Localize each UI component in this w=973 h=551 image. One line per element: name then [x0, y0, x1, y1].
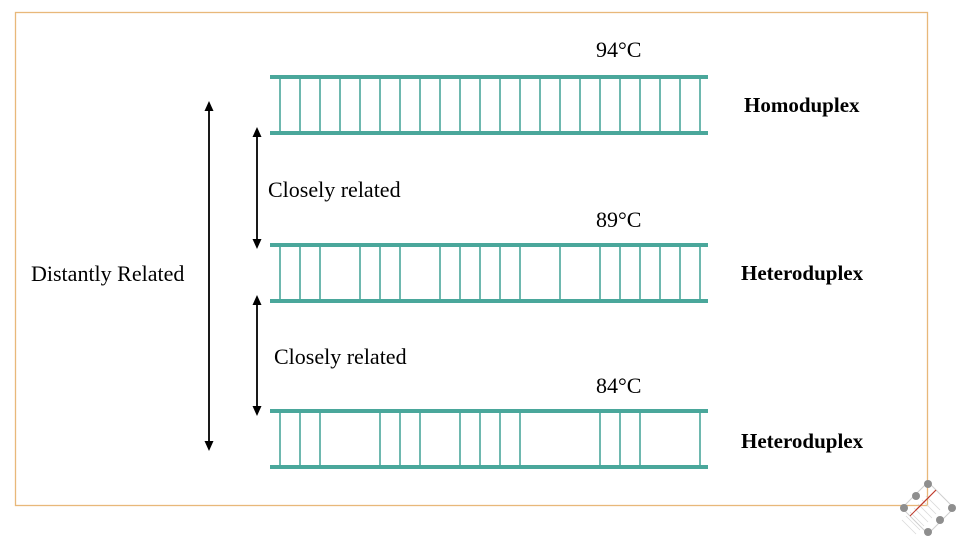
arrow-head-down	[252, 239, 262, 249]
arrow-head-down	[204, 441, 214, 451]
closely-related-label-2: Closely related	[274, 344, 407, 369]
temperature-label-94: 94°C	[596, 37, 642, 62]
logo-node	[924, 528, 932, 536]
closely-related-arrow-1	[252, 127, 262, 249]
arrow-head-down	[252, 406, 262, 416]
closely-related-label-1: Closely related	[268, 177, 401, 202]
distantly-related-arrow	[204, 101, 214, 451]
logo-node	[936, 516, 944, 524]
distantly-related-label: Distantly Related	[31, 261, 185, 286]
temperature-label-89: 89°C	[596, 207, 642, 232]
logo-node	[912, 492, 920, 500]
slide-frame	[14, 11, 929, 507]
temperature-label-84: 84°C	[596, 373, 642, 398]
logo-red-stroke	[909, 495, 931, 517]
duplex-2	[270, 243, 708, 303]
heteroduplex-label-1: Heteroduplex	[741, 261, 864, 285]
logo-node	[948, 504, 956, 512]
logo-hatch	[901, 519, 917, 535]
duplex-1	[270, 75, 708, 135]
arrow-head-up	[204, 101, 214, 111]
duplex-3	[270, 409, 708, 469]
heteroduplex-label-2: Heteroduplex	[741, 429, 864, 453]
arrow-head-up	[252, 295, 262, 305]
logo-hatch	[905, 515, 921, 531]
closely-related-arrow-2	[252, 295, 262, 416]
logo-node	[924, 480, 932, 488]
homoduplex-label: Homoduplex	[744, 93, 860, 117]
arrow-head-up	[252, 127, 262, 137]
logo-node	[900, 504, 908, 512]
molecule-grid-logo-icon	[900, 480, 956, 536]
